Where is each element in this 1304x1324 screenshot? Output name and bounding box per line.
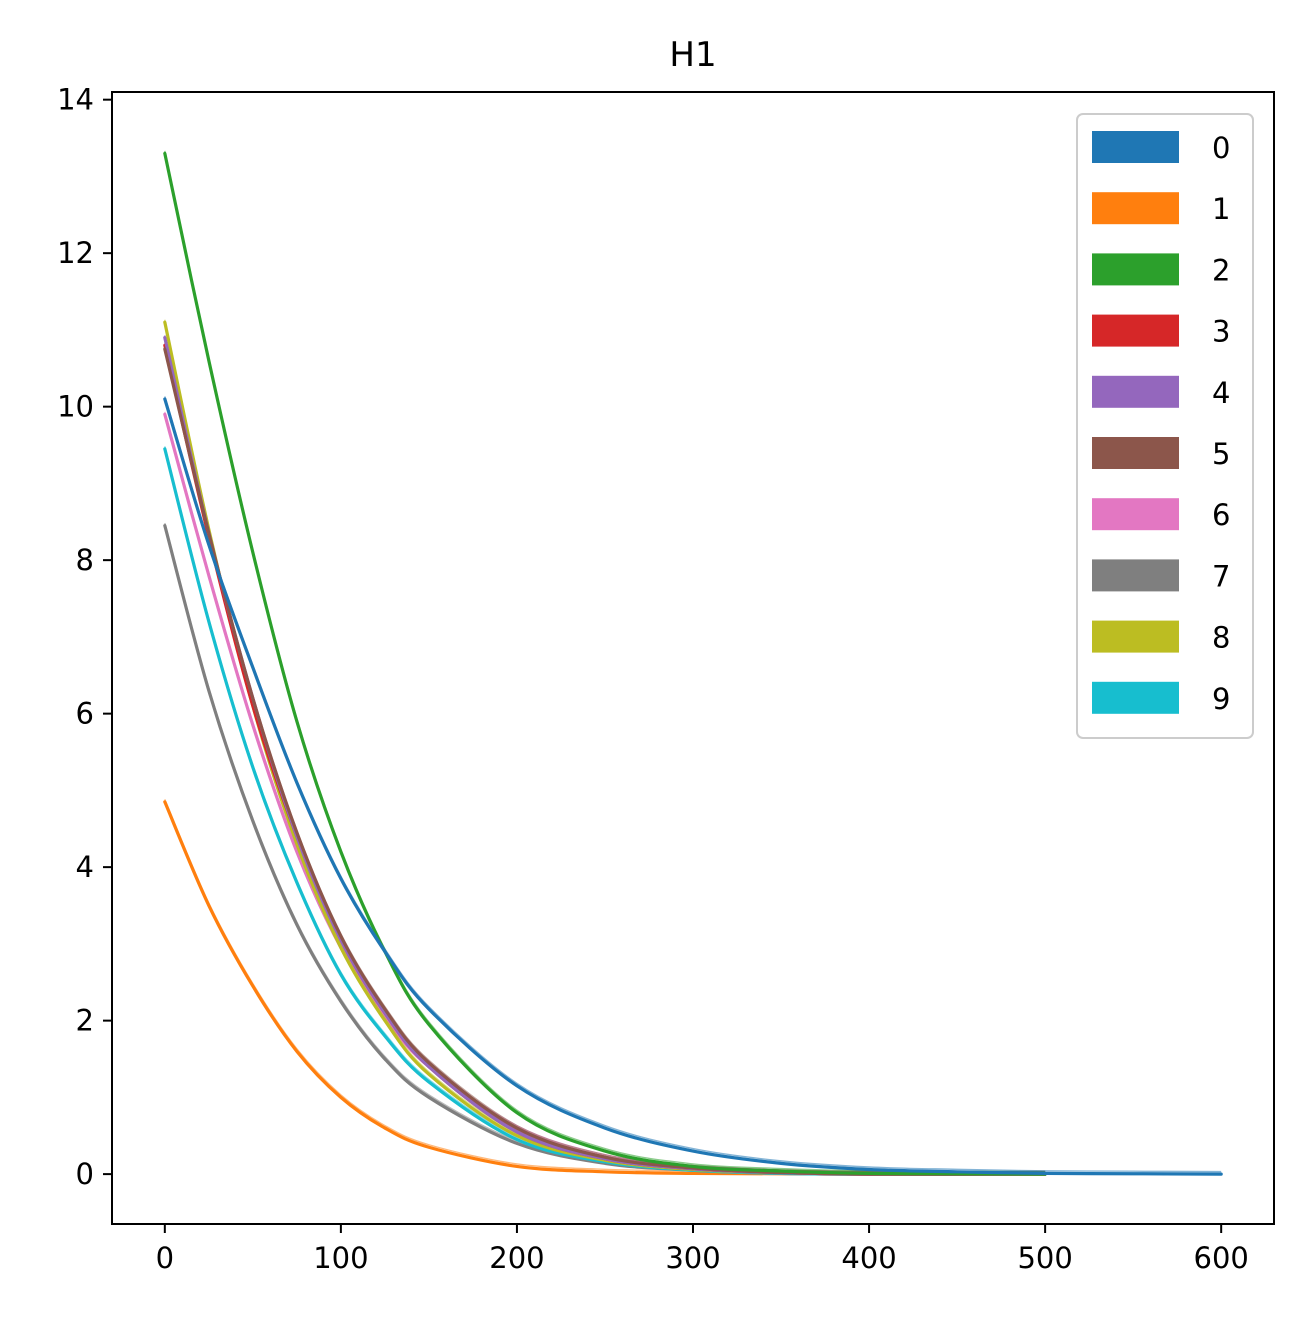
legend-label-2: 2 xyxy=(1212,253,1230,287)
series-band-0 xyxy=(164,396,1222,1173)
y-tick-label: 2 xyxy=(76,1004,94,1038)
legend-label-6: 6 xyxy=(1212,498,1230,532)
series-line-8 xyxy=(163,320,1047,1176)
y-tick-label: 0 xyxy=(76,1157,94,1191)
x-tick-label: 500 xyxy=(1017,1241,1072,1275)
legend-swatch-3 xyxy=(1092,314,1179,347)
legend-label-3: 3 xyxy=(1212,315,1230,349)
series-line-6 xyxy=(163,412,1047,1176)
series-band-3 xyxy=(164,342,1046,1173)
legend-swatch-4 xyxy=(1092,375,1179,408)
y-tick-label: 10 xyxy=(57,390,94,424)
series-band-6 xyxy=(164,411,1046,1173)
series-line-0 xyxy=(163,397,1223,1176)
x-tick-label: 200 xyxy=(489,1241,544,1275)
x-tick-label: 0 xyxy=(156,1241,174,1275)
series-line-1 xyxy=(163,800,1047,1176)
y-tick-label: 8 xyxy=(76,543,94,577)
legend-swatch-7 xyxy=(1092,559,1179,592)
legend-swatch-0 xyxy=(1092,131,1179,163)
legend[interactable]: 0 1 2 3 4 5 6 7 8 9 xyxy=(1076,113,1254,739)
series-band-2 xyxy=(164,150,1046,1173)
series-band-9 xyxy=(164,446,1046,1173)
legend-swatch-6 xyxy=(1092,498,1179,531)
y-tick-label: 12 xyxy=(57,236,94,270)
legend-label-5: 5 xyxy=(1212,437,1230,471)
legend-swatch-2 xyxy=(1092,253,1179,286)
x-tick-label: 400 xyxy=(841,1241,896,1275)
legend-label-8: 8 xyxy=(1212,621,1230,655)
legend-swatch-9 xyxy=(1092,681,1179,714)
x-tick-label: 300 xyxy=(665,1241,720,1275)
series-line-9 xyxy=(163,447,1047,1176)
series-layer xyxy=(163,150,1223,1176)
y-tick-label: 4 xyxy=(76,850,94,884)
x-tick-label: 100 xyxy=(313,1241,368,1275)
legend-swatch-1 xyxy=(1092,192,1179,225)
legend-label-0: 0 xyxy=(1212,131,1230,165)
y-tick-label: 6 xyxy=(76,697,94,731)
legend-swatch-5 xyxy=(1092,437,1179,469)
series-line-2 xyxy=(163,151,1047,1176)
x-tick-label: 600 xyxy=(1194,1241,1249,1275)
legend-label-1: 1 xyxy=(1212,192,1230,226)
series-band-8 xyxy=(164,319,1046,1173)
chart-title: H1 xyxy=(669,35,716,75)
legend-label-4: 4 xyxy=(1212,376,1230,410)
plot-frame xyxy=(111,91,1275,1225)
y-tick-label: 14 xyxy=(57,83,94,117)
series-band-4 xyxy=(164,334,1046,1173)
legend-swatch-8 xyxy=(1092,620,1179,653)
legend-label-7: 7 xyxy=(1212,559,1230,593)
legend-label-9: 9 xyxy=(1212,682,1230,716)
